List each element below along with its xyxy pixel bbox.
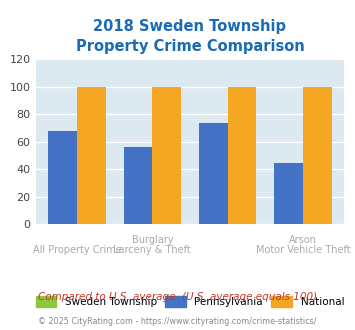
Text: Burglary: Burglary — [131, 235, 173, 246]
Bar — [48, 131, 77, 224]
Bar — [152, 87, 181, 224]
Bar — [199, 123, 228, 224]
Bar — [124, 148, 152, 224]
Title: 2018 Sweden Township
Property Crime Comparison: 2018 Sweden Township Property Crime Comp… — [76, 19, 304, 54]
Bar — [228, 87, 256, 224]
Text: Larceny & Theft: Larceny & Theft — [113, 245, 191, 255]
Text: Motor Vehicle Theft: Motor Vehicle Theft — [256, 245, 350, 255]
Text: Arson: Arson — [289, 235, 317, 246]
Bar — [77, 87, 105, 224]
Text: Compared to U.S. average. (U.S. average equals 100): Compared to U.S. average. (U.S. average … — [38, 292, 317, 302]
Bar — [303, 87, 332, 224]
Legend: Sweden Township, Pennsylvania, National: Sweden Township, Pennsylvania, National — [32, 292, 348, 312]
Text: All Property Crime: All Property Crime — [33, 245, 121, 255]
Bar — [274, 163, 303, 224]
Text: © 2025 CityRating.com - https://www.cityrating.com/crime-statistics/: © 2025 CityRating.com - https://www.city… — [38, 317, 317, 326]
